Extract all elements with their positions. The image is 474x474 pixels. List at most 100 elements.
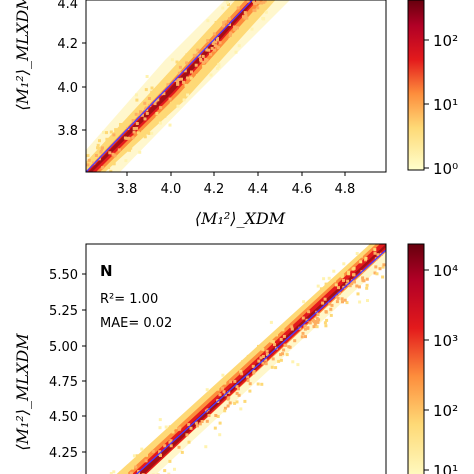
density-speckle <box>393 260 396 263</box>
density-speckle <box>99 173 102 176</box>
density-speckle <box>316 284 320 288</box>
density-speckle <box>235 391 239 395</box>
density-speckle <box>312 320 316 324</box>
density-speckle <box>163 114 167 118</box>
density-speckle <box>282 348 286 352</box>
density-speckle <box>87 158 91 162</box>
density-speckle <box>162 92 166 96</box>
density-speckle <box>167 428 171 432</box>
top-y-tick-label: 3.8 <box>57 124 78 139</box>
density-speckle <box>359 260 363 264</box>
density-speckle <box>378 267 382 271</box>
density-speckle <box>177 78 181 82</box>
density-speckle <box>248 382 252 386</box>
density-speckle <box>201 60 205 64</box>
density-speckle <box>233 379 237 383</box>
density-speckle <box>361 276 365 280</box>
density-speckle <box>159 106 163 110</box>
density-speckle <box>256 382 260 386</box>
density-speckle <box>239 407 243 411</box>
density-speckle <box>316 313 320 316</box>
density-speckle <box>178 426 182 430</box>
density-speckle <box>216 46 220 50</box>
density-speckle <box>335 300 339 304</box>
density-speckle <box>265 353 269 356</box>
density-speckle <box>265 349 269 353</box>
density-speckle <box>317 318 321 322</box>
bottom-density <box>109 244 396 474</box>
density-speckle <box>210 46 214 50</box>
density-speckle <box>178 65 182 69</box>
density-speckle <box>363 249 367 253</box>
bottom-colorbar <box>407 243 425 474</box>
density-speckle <box>168 123 172 127</box>
density-speckle <box>261 361 265 365</box>
density-speckle <box>135 98 139 102</box>
density-speckle <box>112 162 116 166</box>
density-speckle <box>98 139 101 143</box>
density-speckle <box>301 316 305 320</box>
top-x-tick-label: 3.8 <box>117 182 138 197</box>
density-speckle <box>224 16 228 20</box>
density-speckle <box>178 95 182 99</box>
density-speckle <box>158 418 162 422</box>
density-speckle <box>77 159 80 162</box>
density-speckle <box>222 21 226 25</box>
density-speckle <box>105 137 109 141</box>
density-speckle <box>132 130 136 134</box>
density-speckle <box>312 325 316 329</box>
density-speckle <box>347 272 351 276</box>
density-speckle <box>168 97 172 101</box>
density-speckle <box>264 358 268 362</box>
density-speckle <box>324 310 328 314</box>
bottom-identity-line <box>135 249 386 474</box>
density-speckle <box>260 1 264 5</box>
density-speckle <box>131 466 135 470</box>
bottom-y-axis-label: ⟨M₁²⟩_MLXDM <box>13 333 32 451</box>
density-speckle <box>282 334 286 338</box>
density-speckle <box>204 59 208 63</box>
density-speckle <box>125 472 129 474</box>
density-speckle <box>111 152 115 156</box>
top-x-tick-label: 4.4 <box>248 182 269 197</box>
density-speckle <box>158 426 162 430</box>
density-speckle <box>337 291 341 295</box>
density-speckle <box>271 357 275 361</box>
density-speckle <box>261 355 265 358</box>
density-speckle <box>206 39 210 43</box>
top-colorbar-ticks: 10² 10¹ 10⁰ <box>424 32 458 178</box>
density-speckle <box>109 472 113 474</box>
density-speckle <box>200 420 204 423</box>
density-speckle <box>158 450 162 454</box>
density-speckle <box>340 297 344 301</box>
density-speckle <box>223 406 227 410</box>
density-speckle <box>270 339 274 343</box>
top-colorbar-tick-label: 10¹ <box>433 96 458 114</box>
density-speckle <box>341 300 344 304</box>
density-speckle <box>256 0 260 4</box>
density-speckle <box>156 98 160 102</box>
density-speckle <box>177 445 181 449</box>
density-speckle <box>263 0 267 3</box>
density-speckle <box>222 24 225 28</box>
density-speckle <box>139 110 142 114</box>
density-speckle <box>101 166 105 170</box>
top-x-ticks: 3.8 4.0 4.2 4.4 4.6 4.8 <box>117 172 355 197</box>
top-x-tick-label: 4.2 <box>204 182 225 197</box>
density-speckle <box>329 307 333 311</box>
density-speckle <box>345 301 349 305</box>
density-speckle <box>182 91 186 94</box>
density-speckle <box>175 60 179 64</box>
density-speckle <box>324 282 328 286</box>
density-speckle <box>232 33 235 37</box>
density-speckle <box>125 136 129 140</box>
density-speckle <box>112 133 116 137</box>
density-speckle <box>365 277 369 281</box>
density-speckle <box>300 335 304 339</box>
density-speckle <box>218 41 222 45</box>
density-speckle <box>86 163 90 167</box>
density-speckle <box>170 58 174 62</box>
density-speckle <box>189 76 193 80</box>
bottom-colorbar-tick-label: 10¹ <box>433 462 458 474</box>
density-speckle <box>285 353 289 357</box>
